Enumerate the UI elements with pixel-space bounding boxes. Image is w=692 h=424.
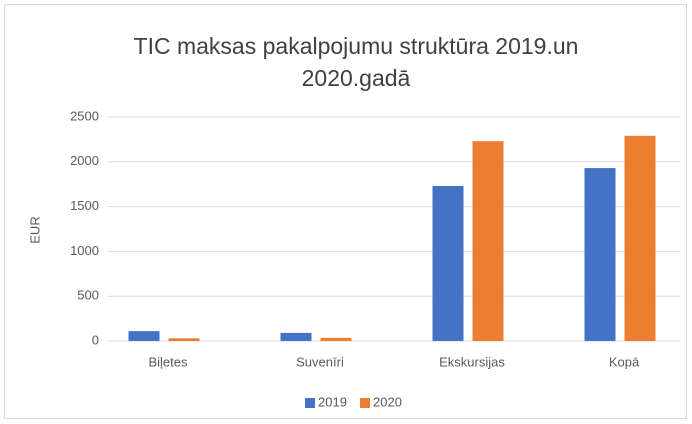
bar — [472, 141, 504, 341]
y-tick-label: 0 — [92, 332, 99, 347]
y-tick-label: 2000 — [70, 153, 99, 168]
x-tick-label: Biļetes — [148, 354, 188, 369]
bar — [128, 331, 160, 341]
bar — [432, 185, 464, 341]
bar — [280, 332, 312, 341]
bar — [320, 337, 352, 341]
bar — [168, 338, 200, 341]
x-tick-label: Kopā — [609, 354, 640, 369]
chart-border — [4, 4, 687, 419]
legend-swatch — [305, 398, 315, 408]
y-tick-label: 1000 — [70, 243, 99, 258]
legend-swatch — [360, 398, 370, 408]
y-tick-label: 2500 — [70, 108, 99, 123]
x-tick-label: Suvenīri — [296, 354, 344, 369]
y-tick-label: 500 — [77, 288, 99, 303]
legend-label: 2020 — [373, 394, 402, 409]
bar — [624, 135, 656, 341]
legend-label: 2019 — [318, 394, 347, 409]
x-tick-label: Ekskursijas — [439, 354, 505, 369]
chart-title: TIC maksas pakalpojumu struktūra 2019.un… — [133, 33, 579, 91]
y-axis-label: EUR — [27, 216, 42, 243]
y-tick-label: 1500 — [70, 198, 99, 213]
bar — [584, 168, 616, 341]
